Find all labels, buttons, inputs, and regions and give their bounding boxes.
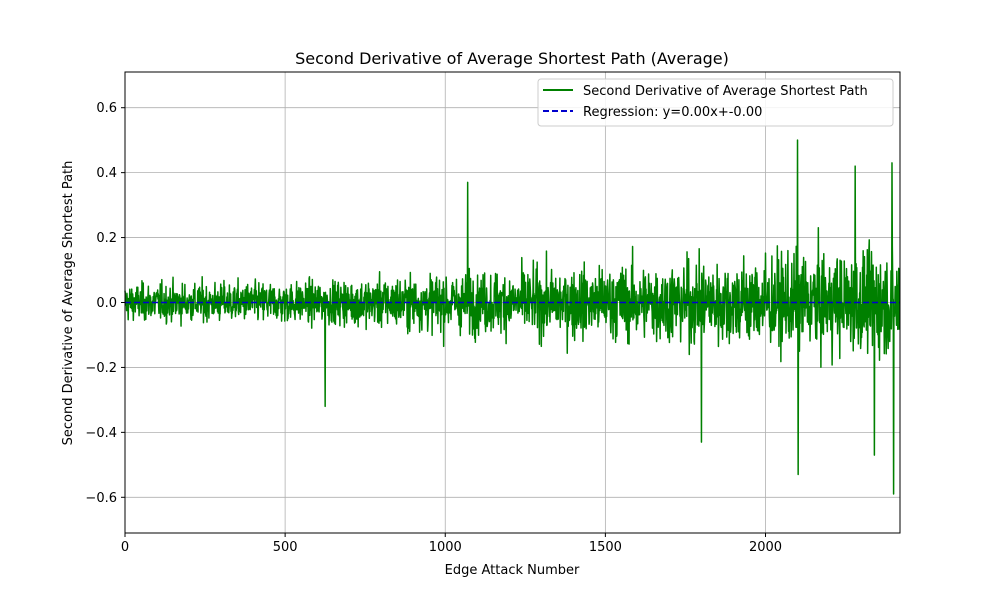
x-tick-label: 2000 (749, 540, 782, 555)
x-tick-label: 1000 (429, 540, 462, 555)
x-tick-label: 0 (121, 540, 129, 555)
legend-label-regression: Regression: y=0.00x+-0.00 (583, 105, 762, 120)
plot-data (124, 139, 901, 495)
y-tick-label: −0.4 (85, 426, 117, 441)
y-tick-label: −0.2 (85, 361, 117, 376)
chart-title: Second Derivative of Average Shortest Pa… (295, 49, 729, 68)
y-tick-label: 0.4 (96, 166, 117, 181)
legend: Second Derivative of Average Shortest Pa… (537, 78, 894, 127)
y-tick-label: 0.0 (96, 296, 117, 311)
y-tick-label: 0.2 (96, 231, 117, 246)
x-tick-label: 500 (273, 540, 298, 555)
legend-box (537, 78, 894, 127)
series-line-second-derivative (124, 139, 901, 495)
y-tick-label: 0.6 (96, 101, 117, 116)
ticks: 0 500 1000 1500 2000 −0.6 −0.4 −0.2 0.0 0.2 0.4 0.6 (85, 101, 782, 555)
x-axis-label: Edge Attack Number (445, 563, 580, 578)
x-tick-label: 1500 (589, 540, 622, 555)
y-axis-label: Second Derivative of Average Shortest Pa… (61, 161, 76, 446)
legend-label-series: Second Derivative of Average Shortest Pa… (583, 84, 868, 99)
y-tick-label: −0.6 (85, 491, 117, 506)
